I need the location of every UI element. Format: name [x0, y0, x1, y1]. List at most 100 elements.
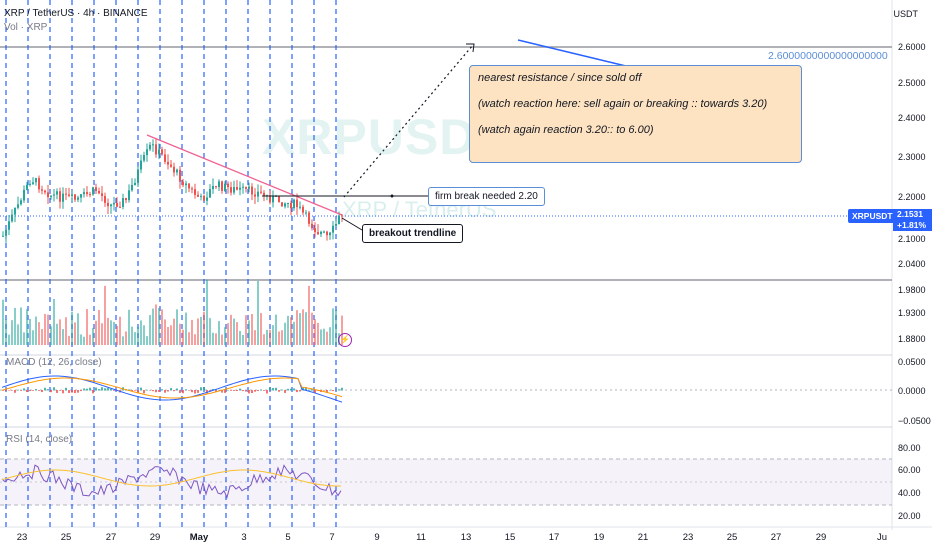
macd-histogram-bar [128, 389, 130, 391]
macd-histogram-bar [11, 390, 13, 391]
macd-histogram-bar [44, 387, 46, 391]
candlestick [149, 144, 151, 150]
volume-bar [176, 309, 178, 345]
volume-bar [77, 313, 79, 345]
volume-bar [278, 331, 280, 345]
breakout-trendline-callout[interactable]: breakout trendline [362, 224, 464, 243]
volume-bar [284, 322, 286, 345]
volume-bar [227, 323, 229, 345]
resistance-level-label[interactable]: 2.6000000000000000000 [768, 50, 888, 62]
volume-bar [173, 318, 175, 345]
volume-bar [152, 308, 154, 345]
macd-histogram-bar [302, 387, 304, 391]
volume-bar [23, 332, 25, 345]
macd-indicator-label[interactable]: MACD (12, 26, close) [6, 357, 102, 368]
macd-histogram-bar [23, 388, 25, 391]
candlestick [35, 178, 37, 183]
volume-bar [242, 334, 244, 345]
time-tick: 21 [637, 532, 649, 543]
volume-bar [128, 309, 130, 345]
macd-tick: 0.0000 [898, 386, 926, 396]
candlestick [293, 199, 295, 209]
macd-histogram-bar [113, 390, 115, 391]
candlestick [146, 149, 148, 156]
candlestick [32, 182, 34, 184]
price-tick: 1.9800 [898, 285, 926, 295]
candlestick [29, 183, 31, 185]
volume-bar [185, 312, 187, 345]
time-tick: 17 [548, 532, 560, 543]
volume-bar [74, 322, 76, 345]
candlestick [245, 186, 247, 189]
volume-bar [326, 331, 328, 345]
candlestick [269, 195, 271, 203]
volume-indicator-label[interactable]: Vol · XRP [4, 22, 48, 33]
candlestick [107, 202, 109, 207]
candlestick [338, 215, 340, 225]
macd-histogram-bar [194, 390, 196, 394]
candlestick [26, 184, 28, 190]
macd-histogram-bar [338, 389, 340, 391]
macd-histogram-bar [281, 389, 283, 391]
price-tick: 1.9300 [898, 308, 926, 318]
volume-bar [41, 329, 43, 345]
candlestick [212, 185, 214, 190]
volume-bar [44, 314, 46, 345]
macd-histogram-bar [50, 390, 52, 393]
macd-histogram-bar [341, 387, 343, 391]
macd-histogram-bar [191, 390, 193, 393]
candlestick [77, 197, 79, 200]
time-tick: 29 [149, 532, 161, 543]
volume-bar [254, 330, 256, 345]
volume-bar [200, 316, 202, 345]
candlestick [176, 169, 178, 173]
macd-histogram-bar [110, 389, 112, 391]
volume-bar [272, 325, 274, 345]
macd-histogram-bar [176, 388, 178, 391]
macd-histogram-bar [101, 387, 103, 391]
macd-histogram-bar [35, 389, 37, 391]
volume-bar [17, 324, 19, 345]
time-tick: 7 [329, 532, 335, 543]
macd-histogram-bar [32, 390, 34, 391]
lightning-icon[interactable]: ⚡ [338, 333, 352, 347]
volume-bar [95, 320, 97, 345]
candlestick [260, 191, 262, 193]
firm-break-callout[interactable]: firm break needed 2.20 [428, 187, 545, 206]
volume-bar [164, 319, 166, 345]
volume-bar [146, 336, 148, 345]
volume-bar [311, 312, 313, 345]
volume-bar [8, 334, 10, 345]
symbol-title[interactable]: XRP / TetherUS · 4h · BINANCE [4, 8, 148, 19]
note-line: (watch again reaction 3.20:: to 6.00) [478, 124, 654, 136]
volume-bar [107, 317, 109, 345]
macd-histogram-bar [206, 390, 208, 394]
macd-histogram-bar [335, 389, 337, 391]
volume-bar [83, 336, 85, 345]
volume-bar [275, 314, 277, 345]
volume-bar [26, 309, 28, 345]
rsi-indicator-label[interactable]: RSI (14, close) [6, 434, 73, 445]
candlestick [281, 202, 283, 207]
candlestick [53, 194, 55, 196]
candlestick [257, 191, 259, 197]
resistance-note-callout[interactable]: nearest resistance / since sold off (wat… [469, 65, 802, 163]
macd-histogram-bar [92, 390, 94, 394]
macd-histogram-bar [83, 388, 85, 391]
macd-histogram-bar [224, 390, 226, 393]
candlestick [98, 191, 100, 194]
candlestick [323, 231, 325, 233]
last-price-change: +1.81% [897, 220, 927, 230]
macd-histogram-bar [80, 390, 82, 392]
macd-histogram-bar [278, 390, 280, 392]
candlestick [173, 166, 175, 173]
price-axis-unit[interactable]: USDT [893, 9, 919, 19]
macd-histogram-bar [326, 390, 328, 394]
candlestick [92, 187, 94, 195]
candlestick [158, 149, 160, 155]
volume-bar [20, 307, 22, 345]
macd-histogram-bar [269, 387, 271, 391]
rsi-line [1, 464, 342, 499]
volume-bar [188, 332, 190, 345]
